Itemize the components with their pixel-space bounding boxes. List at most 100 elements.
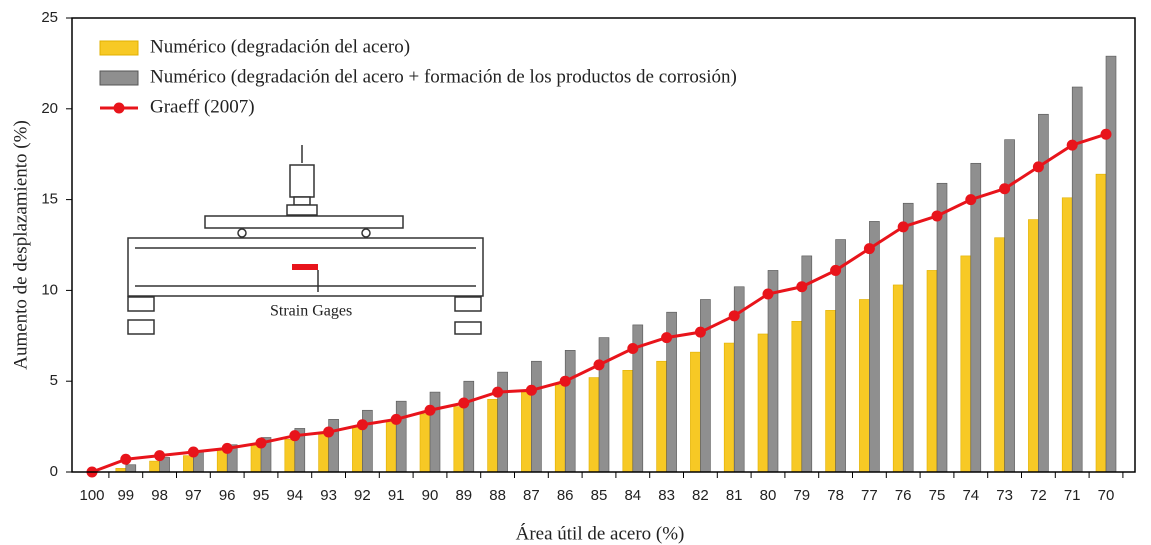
point [289, 430, 301, 442]
bar [926, 270, 938, 473]
bar [700, 299, 711, 473]
bar [902, 202, 914, 473]
x-tick-label: 70 [1098, 487, 1115, 504]
bar [588, 377, 600, 473]
point [762, 288, 774, 300]
bar [869, 221, 880, 473]
legend-label: Numérico (degradación del acero) [150, 36, 410, 57]
point [694, 326, 706, 338]
point [187, 446, 199, 458]
bar [723, 342, 735, 473]
bar [352, 426, 363, 473]
x-tick-label: 80 [760, 487, 777, 504]
bar [791, 320, 803, 473]
x-tick-label: 72 [1030, 487, 1047, 504]
bar [994, 237, 1005, 473]
bar [936, 182, 948, 473]
bar [453, 406, 465, 473]
legend-label: Graeff (2007) [150, 96, 255, 117]
bar [892, 284, 904, 473]
point [999, 183, 1011, 195]
x-tick-label: 99 [117, 487, 134, 504]
plot-frame [71, 17, 1136, 473]
bar [825, 310, 836, 473]
bar [690, 351, 701, 473]
y-tick-label: 15 [41, 191, 58, 208]
x-tick-label: 90 [422, 487, 439, 504]
point [255, 437, 267, 449]
beam-diagram [127, 145, 484, 335]
plot-marks [86, 55, 1117, 478]
x-tick-label: 74 [962, 487, 979, 504]
x-tick-label: 71 [1064, 487, 1081, 504]
bar [656, 360, 667, 473]
y-axis-label: Aumento de desplazamiento (%) [10, 120, 31, 370]
x-tick-label: 94 [286, 487, 303, 504]
point [796, 281, 808, 293]
point [627, 343, 639, 355]
x-tick-label: 73 [996, 487, 1013, 504]
point [1066, 139, 1078, 151]
point [525, 384, 537, 396]
point [492, 386, 504, 398]
x-tick-label: 83 [658, 487, 675, 504]
bar [1095, 173, 1107, 473]
point [559, 375, 571, 387]
point [863, 243, 875, 255]
x-tick-label: 77 [861, 487, 878, 504]
bar [1105, 55, 1117, 473]
bar [1061, 197, 1073, 473]
bar [183, 455, 194, 473]
bar [419, 413, 431, 473]
x-tick-label: 95 [253, 487, 270, 504]
point [830, 264, 842, 276]
x-axis-label: Área útil de acero (%) [516, 522, 685, 544]
bar [395, 400, 407, 473]
x-tick-label: 76 [895, 487, 912, 504]
x-tick-label: 79 [793, 487, 810, 504]
bar [521, 391, 532, 473]
point [661, 332, 673, 344]
x-tick-label: 85 [591, 487, 608, 504]
point [154, 450, 166, 462]
x-tick-label: 98 [151, 487, 168, 504]
x-tick-label: 82 [692, 487, 709, 504]
bar [149, 460, 160, 473]
bar [1028, 219, 1039, 473]
y-tick-label: 0 [50, 463, 58, 480]
point [458, 397, 470, 409]
point [323, 426, 335, 438]
bar [463, 380, 475, 473]
point [1032, 161, 1044, 173]
bar [554, 384, 566, 473]
x-tick-label: 92 [354, 487, 371, 504]
bar [429, 391, 441, 473]
x-tick-label: 100 [79, 487, 104, 504]
bar [531, 360, 542, 473]
legend-swatch [113, 102, 125, 114]
point [390, 413, 402, 425]
bar [767, 270, 779, 473]
bar [284, 439, 296, 473]
bar [598, 337, 610, 473]
point [1100, 128, 1112, 140]
y-tick-label: 20 [41, 100, 58, 117]
x-tick-label: 88 [489, 487, 506, 504]
annotation: Strain Gages [270, 303, 352, 320]
y-tick-label: 25 [41, 9, 58, 26]
bar [250, 444, 262, 473]
point [593, 359, 605, 371]
x-tick-label: 86 [557, 487, 574, 504]
x-tick-label: 81 [726, 487, 743, 504]
point [424, 404, 436, 416]
x-tick-label: 96 [219, 487, 236, 504]
point [120, 453, 132, 465]
bar [487, 399, 498, 473]
x-tick-label: 93 [320, 487, 337, 504]
point [356, 419, 368, 431]
x-tick-label: 91 [388, 487, 405, 504]
point [965, 194, 977, 206]
y-tick-label: 5 [50, 372, 58, 389]
legend-label: Numérico (degradación del acero + formac… [150, 66, 737, 87]
